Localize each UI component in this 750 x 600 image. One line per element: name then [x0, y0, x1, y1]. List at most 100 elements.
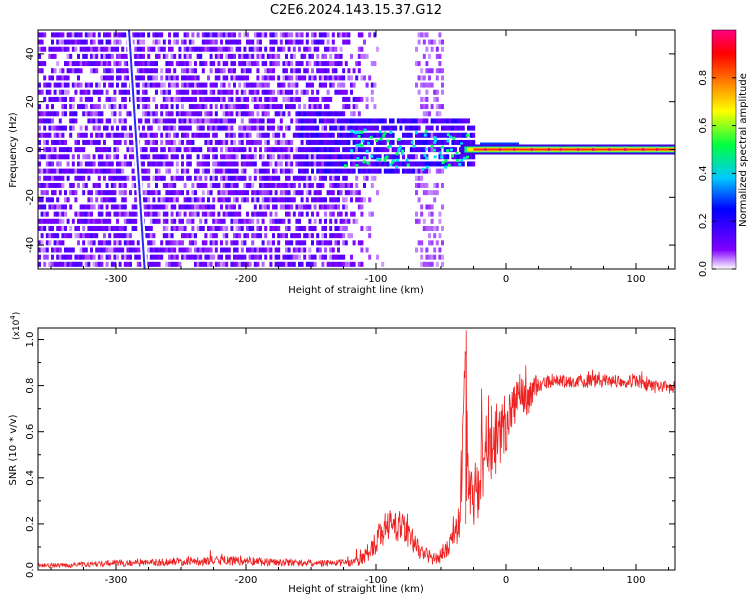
- spectrogram-cell: [435, 75, 439, 81]
- spectrogram-cell: [147, 118, 151, 124]
- spectrogram-cell: [196, 30, 200, 31]
- spectrogram-cell: [386, 168, 390, 174]
- spectrogram-cell: [256, 132, 260, 138]
- spectrogram-cell: [173, 39, 177, 45]
- spectrogram-cell: [253, 32, 257, 38]
- spectrogram-cell: [230, 147, 234, 153]
- spectrogram-cell: [173, 218, 177, 224]
- spectrogram-cell: [69, 118, 73, 124]
- spectrogram-cell: [123, 233, 127, 239]
- spectrogram-cell: [92, 204, 96, 210]
- spectrogram-speckle: [401, 149, 405, 153]
- spectrogram-cell: [337, 261, 340, 267]
- spectrogram-cell: [253, 30, 257, 31]
- spectrogram-cell: [142, 132, 145, 138]
- spectrogram-cell: [305, 46, 309, 52]
- spectrogram-cell: [165, 104, 169, 110]
- spectrogram-cell: [238, 132, 242, 138]
- spectrogram-cell: [160, 118, 164, 124]
- spectrogram-cell: [277, 30, 281, 31]
- spectrogram-cell: [152, 211, 156, 217]
- spectrogram-cell: [147, 30, 151, 31]
- spectrogram-cell: [274, 204, 278, 210]
- spectrogram-cell: [168, 46, 171, 52]
- snr-x-label: Height of straight line (km): [288, 584, 424, 595]
- spectrogram-cell: [126, 175, 130, 181]
- spectrogram-cell: [435, 161, 439, 167]
- spectrogram-cell: [95, 68, 99, 74]
- spectrogram-cell: [178, 89, 182, 95]
- spectrogram-cell: [287, 254, 291, 260]
- spectrogram-cell: [290, 104, 294, 110]
- spectrogram-cell: [108, 247, 112, 253]
- spectrogram-cell: [157, 118, 161, 124]
- spectrogram-cell: [58, 168, 62, 174]
- spectrogram-cell: [295, 111, 299, 117]
- spectrogram-cell: [113, 168, 117, 174]
- spectrogram-cell: [412, 125, 416, 131]
- spectrogram-cell: [40, 154, 44, 160]
- spectrogram-cell: [279, 182, 283, 188]
- spectrogram-cell: [142, 190, 145, 196]
- spectrogram-cell: [305, 261, 309, 267]
- spectrogram-cell: [157, 247, 161, 253]
- spectrogram-cell: [407, 168, 411, 174]
- spectrogram-cell: [230, 61, 234, 67]
- spectrogram-cell: [300, 247, 304, 253]
- spectrogram-cell: [113, 139, 117, 145]
- spectrogram-cell: [110, 168, 114, 174]
- spectrogram-cell: [441, 75, 444, 81]
- spectrogram-cell: [165, 225, 169, 231]
- spectrogram-cell: [105, 211, 109, 217]
- spectrogram-cell: [152, 154, 156, 160]
- spectrogram-cell: [40, 111, 44, 117]
- spectrogram-cell: [196, 111, 200, 117]
- spectrogram-speckle: [360, 130, 364, 134]
- spectrogram-cell: [201, 240, 205, 246]
- spectrogram-cell: [233, 168, 236, 174]
- spectrogram-cell: [334, 175, 338, 181]
- spectrogram-cell: [326, 139, 330, 145]
- spectrogram-cell: [40, 197, 44, 203]
- spectrogram-cell: [194, 211, 197, 217]
- spectrogram-cell: [279, 218, 283, 224]
- spectrogram-cell: [82, 254, 86, 260]
- spectrogram-cell: [118, 139, 122, 145]
- spectrogram-cell: [394, 125, 398, 131]
- spectrogram-cell: [204, 254, 208, 260]
- spectrogram-cell: [227, 82, 231, 88]
- colorbar-label: Normalized spectral amplitude: [738, 73, 749, 227]
- spectrogram-cell: [188, 211, 192, 217]
- spectrogram-cell: [121, 175, 125, 181]
- spectrogram-cell: [110, 197, 114, 203]
- spectrogram-cell: [82, 218, 86, 224]
- spectrogram-cell: [212, 118, 216, 124]
- spectrogram-cell: [417, 139, 421, 145]
- spectrogram-cell: [295, 61, 299, 67]
- spectrogram-cell: [64, 125, 67, 131]
- spectrogram-cell: [51, 147, 54, 153]
- spectrogram-cell: [105, 254, 109, 260]
- spectrogram-cell: [274, 190, 278, 196]
- spectrogram-cell: [87, 218, 91, 224]
- spectrogram-cell: [212, 225, 216, 231]
- spectrogram-cell: [225, 139, 229, 145]
- spectrogram-cell: [105, 61, 109, 67]
- spectrogram-cell: [329, 96, 333, 102]
- spectrogram-cell: [155, 154, 158, 160]
- spectrogram-cell: [168, 125, 171, 131]
- spectrogram-cell: [272, 154, 275, 160]
- spectrogram-speckle: [357, 135, 361, 139]
- spectrogram-cell: [469, 154, 473, 160]
- spectrogram-cell: [123, 190, 127, 196]
- spectrogram-cell: [204, 182, 208, 188]
- spectrogram-cell: [183, 30, 187, 31]
- spectrogram-cell: [277, 225, 281, 231]
- spectrogram-cell: [235, 182, 239, 188]
- spectrogram-cell: [220, 247, 223, 253]
- spectrogram-cell: [69, 225, 73, 231]
- spectrogram-cell: [313, 147, 317, 153]
- spectrogram-cell: [103, 30, 106, 31]
- spectrogram-cell: [259, 254, 262, 260]
- spectrogram-cell: [108, 82, 112, 88]
